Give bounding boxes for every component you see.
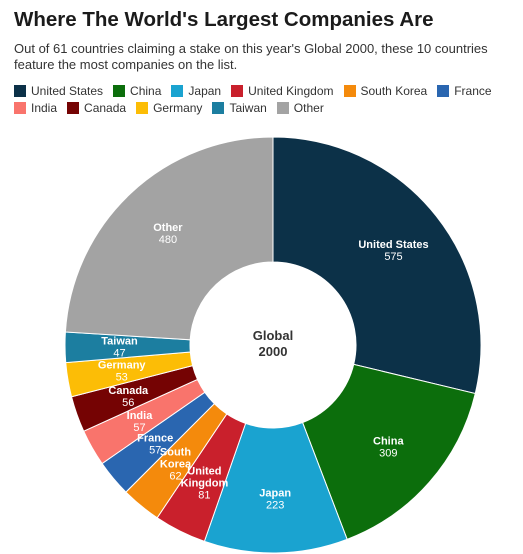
legend-swatch bbox=[14, 101, 26, 114]
legend-item-south-korea: South Korea bbox=[343, 83, 428, 98]
legend-item-india: India bbox=[14, 101, 57, 115]
legend-label: China bbox=[130, 83, 162, 98]
legend-swatch bbox=[437, 84, 450, 97]
data-label-taiwan: Taiwan 47 bbox=[101, 336, 138, 360]
legend-item-japan: Japan bbox=[171, 84, 221, 98]
chart-subtitle: Out of 61 countries claiming a stake on … bbox=[14, 41, 488, 72]
legend-swatch bbox=[343, 84, 356, 97]
data-label-india: India 57 bbox=[127, 410, 154, 434]
legend-label: United States bbox=[31, 83, 104, 98]
legend-label: Other bbox=[293, 100, 324, 115]
legend-label: United Kingdom bbox=[248, 83, 334, 98]
legend-label: South Korea bbox=[360, 83, 428, 98]
legend-label: France bbox=[454, 83, 492, 98]
data-label-germany: Germany 53 bbox=[98, 360, 147, 384]
data-label-france: France 57 bbox=[137, 432, 173, 456]
data-label-canada: Canada 56 bbox=[108, 385, 149, 409]
chart-title: Where The World's Largest Companies Are bbox=[14, 8, 434, 31]
center-label-line-2: 2000 bbox=[259, 344, 288, 359]
legend-swatch bbox=[67, 101, 80, 114]
legend-item-china: China bbox=[113, 84, 161, 98]
data-label-china: China 309 bbox=[373, 435, 404, 459]
legend-row: India Canada Germany Taiwan Other bbox=[14, 99, 519, 116]
legend-item-other: Other bbox=[276, 100, 324, 115]
legend-item-taiwan: Taiwan bbox=[212, 100, 267, 115]
slice-other bbox=[64, 136, 274, 341]
legend-swatch bbox=[136, 101, 149, 114]
legend-item-france: France bbox=[437, 83, 492, 98]
data-label-japan: Japan 223 bbox=[259, 488, 291, 512]
data-label-other: Other 480 bbox=[153, 222, 183, 246]
slice-united-states bbox=[272, 136, 482, 395]
legend-label: India bbox=[31, 100, 58, 115]
legend-swatch bbox=[212, 101, 225, 114]
chart-legend: United States China Japan United Kingdom Sou… bbox=[14, 82, 519, 116]
data-label-south-korea: South Korea 62 bbox=[160, 447, 192, 483]
legend-swatch bbox=[231, 84, 244, 97]
legend-row: United States China Japan United Kingdom Sou… bbox=[14, 82, 519, 99]
legend-label: Taiwan bbox=[229, 100, 267, 115]
legend-item-germany: Germany bbox=[136, 101, 202, 115]
legend-swatch bbox=[113, 84, 126, 97]
legend-item-canada: Canada bbox=[67, 101, 126, 115]
slice-china bbox=[301, 363, 476, 540]
legend-swatch bbox=[14, 84, 26, 97]
legend-item-united-kingdom: United Kingdom bbox=[231, 83, 334, 98]
legend-label: Germany bbox=[153, 100, 203, 115]
data-label-united-states: United States 575 bbox=[358, 239, 428, 263]
legend-swatch bbox=[276, 101, 289, 114]
legend-label: Japan bbox=[188, 83, 222, 98]
center-label-line-1: Global bbox=[253, 328, 293, 343]
legend-label: Canada bbox=[84, 100, 127, 115]
slice-japan bbox=[203, 421, 348, 554]
legend-swatch bbox=[171, 84, 184, 97]
legend-item-united-states: United States bbox=[14, 84, 103, 98]
data-label-united-kingdom: United Kingdom 81 bbox=[181, 465, 229, 501]
